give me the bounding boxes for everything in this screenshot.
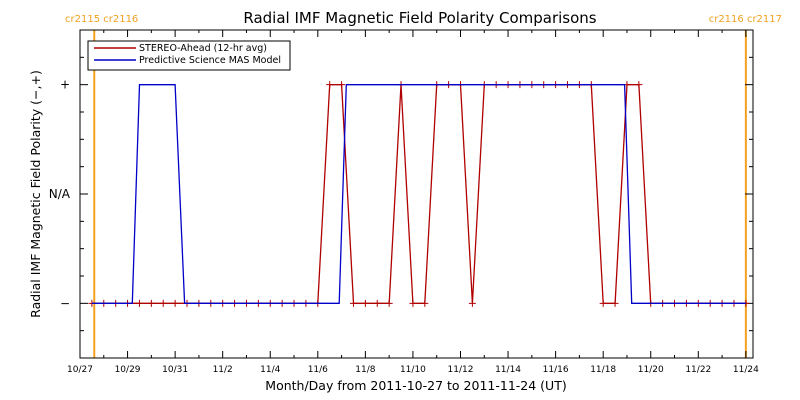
x-tick-label: 10/31	[162, 365, 188, 375]
x-tick-label: 11/10	[400, 365, 426, 375]
x-tick-label: 11/20	[638, 365, 664, 375]
y-tick-label: +	[60, 78, 70, 92]
series-line-1	[91, 84, 746, 304]
x-tick-label: 11/14	[495, 365, 521, 375]
data-point	[326, 81, 334, 89]
series-line-0	[91, 84, 746, 304]
plot-frame	[79, 29, 754, 359]
x-tick-label: 11/2	[213, 365, 233, 375]
x-axis-label: Month/Day from 2011-10-27 to 2011-11-24 …	[265, 378, 566, 393]
x-tick-label: 11/24	[733, 365, 759, 375]
series-1	[91, 84, 746, 304]
legend-label-stereo: STEREO-Ahead (12-hr avg)	[139, 43, 267, 54]
data-point	[468, 299, 476, 307]
legend-box	[87, 40, 291, 71]
x-tick-label: 11/8	[355, 365, 375, 375]
x-tick-label: 11/4	[260, 365, 280, 375]
x-tick-label: 11/6	[308, 365, 328, 375]
y-tick-label: −	[60, 296, 70, 310]
series-0	[88, 81, 750, 307]
x-tick-label: 11/22	[685, 365, 711, 375]
y-tick-label: N/A	[49, 187, 71, 201]
y-axis-label: Radial IMF Magnetic Field Polarity (−,+)	[28, 70, 43, 318]
data-point	[373, 299, 381, 307]
carrington-label-0: cr2115 cr2116	[65, 14, 138, 25]
data-point	[421, 299, 429, 307]
data-point	[635, 81, 643, 89]
data-point	[147, 299, 155, 307]
carrington-label-1: cr2116 cr2117	[709, 14, 782, 25]
x-axis: 10/27 10/29 10/31 11/2 11/4 11/6 11/8 11/10 11/1…	[67, 30, 759, 375]
y-axis: + N/A −	[49, 56, 753, 332]
data-point	[409, 299, 417, 307]
series-layer	[88, 81, 750, 307]
x-tick-label: 11/18	[590, 365, 616, 375]
x-tick-label: 11/16	[543, 365, 569, 375]
data-point	[361, 299, 369, 307]
data-point	[171, 299, 179, 307]
data-point	[599, 299, 607, 307]
data-point	[385, 299, 393, 307]
data-point	[349, 299, 357, 307]
legend-label-model: Predictive Science MAS Model	[139, 55, 281, 66]
legend: STEREO-Ahead (12-hr avg) Predictive Scie…	[87, 40, 291, 71]
x-tick-label: 10/27	[67, 365, 93, 375]
x-tick-label: 11/12	[448, 365, 474, 375]
data-point	[135, 299, 143, 307]
data-point	[159, 299, 167, 307]
data-point	[338, 81, 346, 89]
data-point	[611, 299, 619, 307]
chart-title: Radial IMF Magnetic Field Polarity Compa…	[243, 9, 596, 27]
x-tick-label: 10/29	[115, 365, 141, 375]
